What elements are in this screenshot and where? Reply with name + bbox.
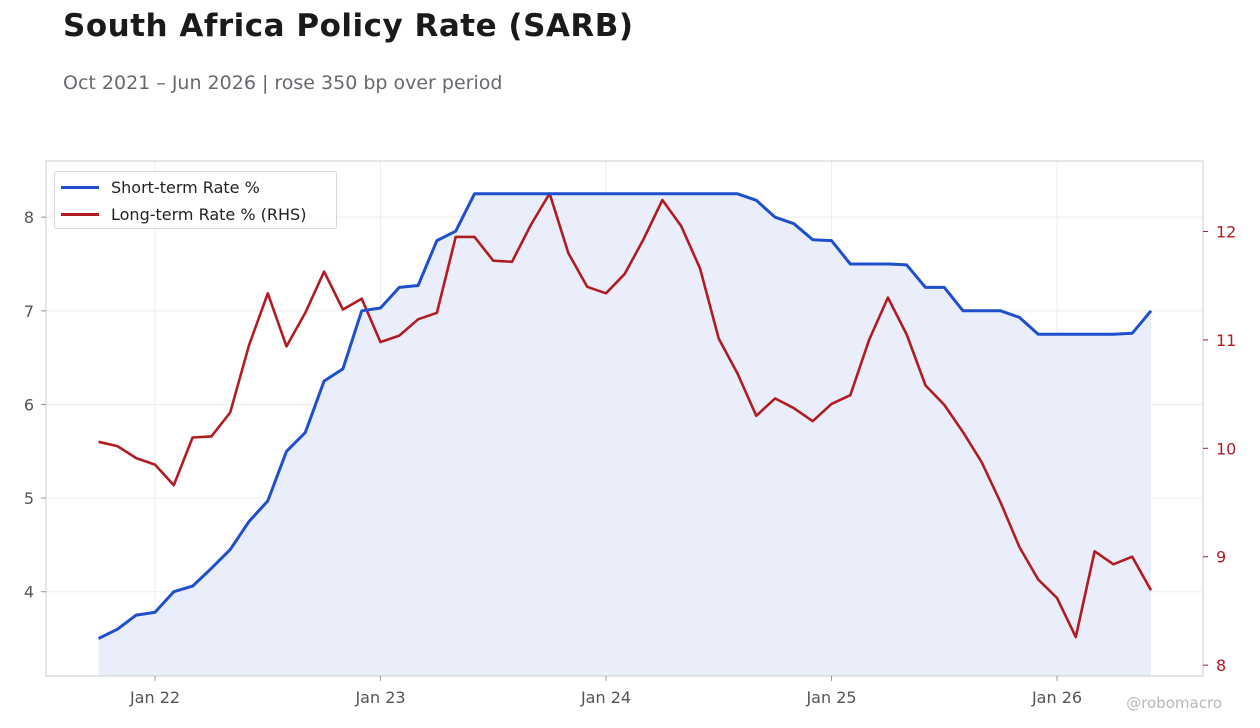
chart-title: South Africa Policy Rate (SARB) <box>63 8 634 44</box>
y-right-tick-label: 11 <box>1216 331 1236 350</box>
x-tick-label: Jan 22 <box>129 688 180 707</box>
plot-frame <box>45 160 1204 677</box>
chart-legend: Short-term Rate % Long-term Rate % (RHS) <box>54 171 337 229</box>
chart-subtitle: Oct 2021 – Jun 2026 | rose 350 bp over p… <box>63 72 503 94</box>
series-line-long <box>98 192 1153 639</box>
y-left-tick-label: 5 <box>24 489 34 508</box>
y-left-tick-label: 8 <box>24 208 34 227</box>
watermark: @robomacro <box>1126 694 1222 712</box>
legend-swatch-short <box>61 185 99 189</box>
y-left-tick-label: 4 <box>24 583 34 602</box>
x-tick-label: Jan 24 <box>580 688 631 707</box>
x-tick-label: Jan 25 <box>805 688 856 707</box>
y-right-tick-label: 12 <box>1216 222 1236 241</box>
y-right-tick-label: 8 <box>1216 656 1226 675</box>
legend-item-long: Long-term Rate % (RHS) <box>61 204 306 224</box>
legend-swatch-long <box>61 212 99 216</box>
y-right-tick-label: 10 <box>1216 439 1236 458</box>
legend-label-short: Short-term Rate % <box>111 177 260 197</box>
x-tick-label: Jan 26 <box>1031 688 1082 707</box>
series-line-short <box>97 192 1153 640</box>
y-left-tick-label: 6 <box>24 395 34 414</box>
legend-item-short: Short-term Rate % <box>61 177 260 197</box>
legend-label-long: Long-term Rate % (RHS) <box>111 204 307 224</box>
x-tick-label: Jan 23 <box>354 688 405 707</box>
y-left-tick-label: 7 <box>24 302 34 321</box>
y-right-tick-label: 9 <box>1216 548 1226 567</box>
